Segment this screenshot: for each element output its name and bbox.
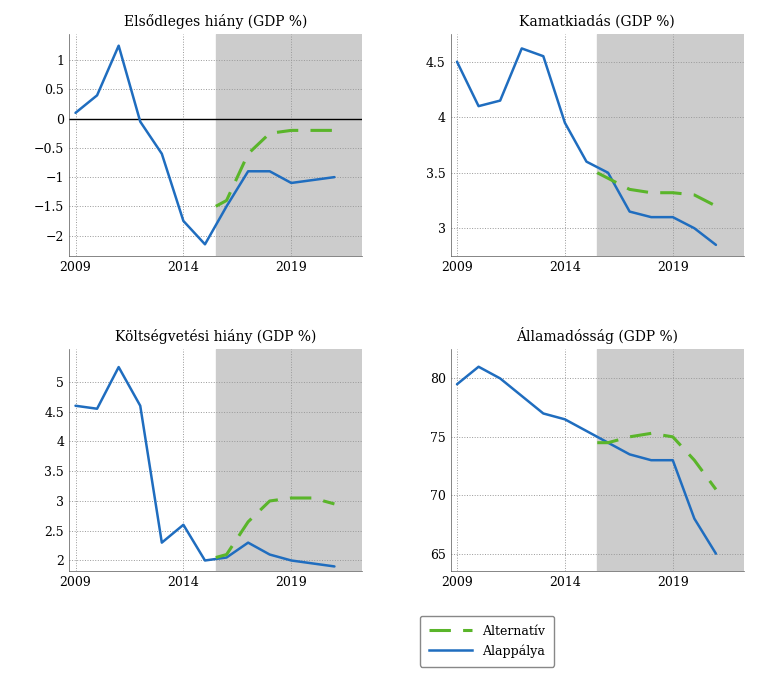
Bar xyxy=(216,350,363,571)
Legend: Alternatív, Alappálya: Alternatív, Alappálya xyxy=(420,616,555,667)
Title: Költségvetési hiány (GDP %): Költségvetési hiány (GDP %) xyxy=(115,329,317,344)
Bar xyxy=(597,34,744,256)
Title: Elsődleges hiány (GDP %): Elsődleges hiány (GDP %) xyxy=(124,14,308,29)
Title: Kamatkiadás (GDP %): Kamatkiadás (GDP %) xyxy=(519,14,675,29)
Bar xyxy=(216,34,363,256)
Title: Államadósság (GDP %): Államadósság (GDP %) xyxy=(516,327,678,344)
Bar xyxy=(597,350,744,571)
